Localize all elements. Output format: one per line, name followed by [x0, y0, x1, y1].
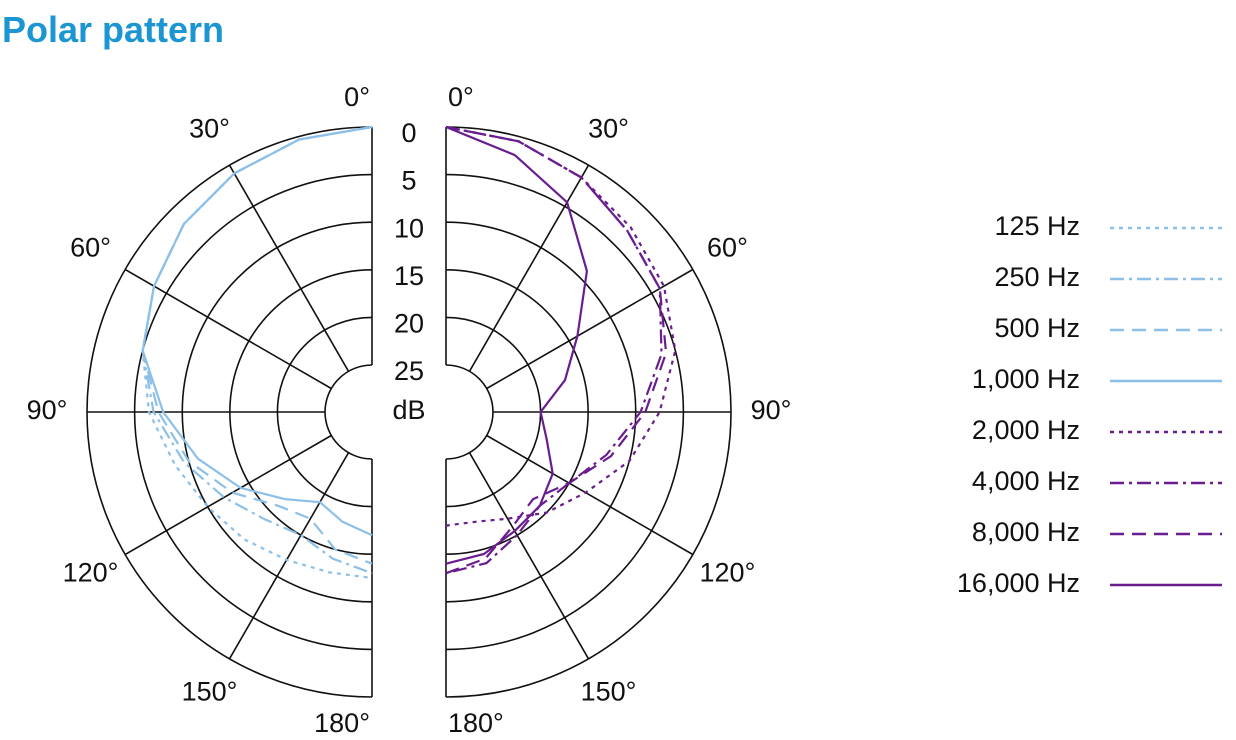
spoke: [486, 268, 694, 390]
angle-tick-label: 120°: [700, 558, 756, 588]
legend-label: 2,000 Hz: [972, 415, 1080, 445]
spoke: [468, 164, 590, 372]
r-tick-label: 10: [394, 213, 424, 243]
angle-tick-label: 150°: [581, 677, 637, 707]
grid-ring: [324, 364, 373, 460]
legend-label: 1,000 Hz: [972, 364, 1080, 394]
angle-tick-label: 120°: [63, 558, 119, 588]
polar-line: [445, 125, 663, 575]
spoke: [468, 452, 590, 660]
r-axis-label: dB: [392, 395, 425, 425]
spoke: [486, 434, 694, 556]
angle-tick-label: 180°: [314, 708, 370, 738]
angle-tick-label: 0°: [448, 82, 474, 112]
chart-title: Polar pattern: [2, 9, 224, 50]
r-tick-label: 15: [394, 261, 424, 291]
grid-ring: [445, 364, 494, 460]
spoke: [228, 452, 350, 660]
polar-line: [141, 125, 373, 537]
legend-label: 250 Hz: [994, 262, 1080, 292]
angle-tick-label: 0°: [344, 82, 370, 112]
angle-tick-label: 60°: [70, 233, 111, 263]
angle-tick-label: 30°: [588, 114, 629, 144]
legend-label: 500 Hz: [994, 313, 1080, 343]
spoke: [228, 164, 350, 372]
r-tick-label: 25: [394, 356, 424, 386]
polar-line: [445, 125, 668, 575]
legend-label: 8,000 Hz: [972, 517, 1080, 547]
polar-line: [141, 125, 373, 575]
spoke: [124, 268, 332, 390]
angle-tick-label: 30°: [189, 114, 230, 144]
r-tick-label: 5: [401, 166, 416, 196]
angle-tick-label: 90°: [27, 395, 68, 425]
angle-tick-label: 60°: [707, 233, 748, 263]
r-tick-label: 20: [394, 309, 424, 339]
legend-label: 16,000 Hz: [957, 568, 1080, 598]
spoke: [124, 434, 332, 556]
angle-tick-label: 90°: [751, 395, 792, 425]
polar-line: [445, 125, 677, 527]
angle-tick-label: 180°: [448, 708, 504, 738]
polar-line: [445, 125, 589, 565]
legend-label: 4,000 Hz: [972, 466, 1080, 496]
legend-label: 125 Hz: [994, 211, 1080, 241]
angle-tick-label: 150°: [182, 677, 238, 707]
r-tick-label: 0: [401, 118, 416, 148]
